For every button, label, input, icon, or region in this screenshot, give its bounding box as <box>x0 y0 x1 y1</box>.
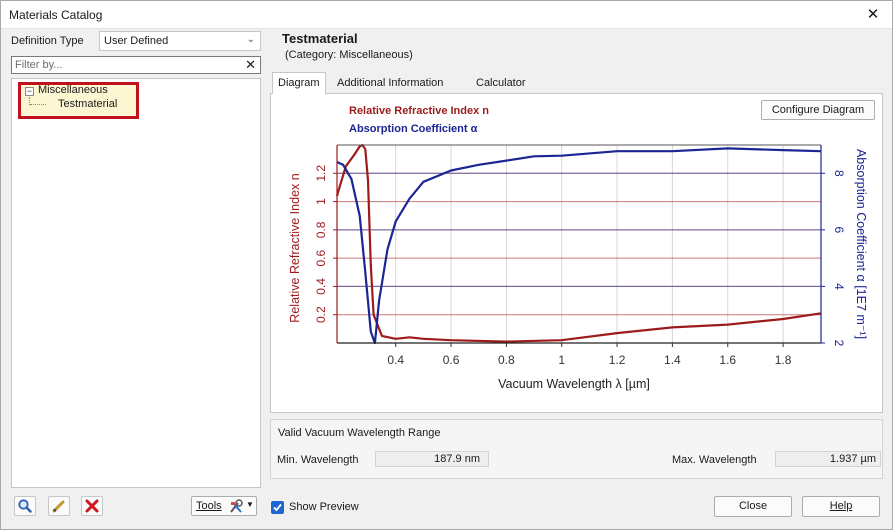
help-button[interactable]: Help <box>802 496 880 517</box>
tab-calculator[interactable]: Calculator <box>476 77 526 89</box>
diagram-panel <box>270 93 883 413</box>
tree-connector <box>29 97 30 105</box>
min-wavelength-label: Min. Wavelength <box>277 454 359 466</box>
checkmark-icon <box>273 503 282 512</box>
y-left-tick-label: 0.4 <box>314 278 328 295</box>
filter-box: ✕ <box>11 56 261 74</box>
filter-input[interactable] <box>15 58 235 72</box>
search-button[interactable] <box>14 496 36 516</box>
x-tick-label: 0.6 <box>443 353 460 367</box>
chart-axes: 0.4 0.6 0.8 1 1.2 1.4 1.6 1.8 0.2 0.4 0.6 0.8 1 1.2 2 4… <box>314 144 846 367</box>
tools-label: Tools <box>196 500 222 512</box>
tab-additional-information[interactable]: Additional Information <box>337 77 444 89</box>
tools-icon <box>230 499 243 513</box>
x-tick-label: 1.8 <box>775 353 792 367</box>
x-tick-label: 1.4 <box>664 353 681 367</box>
configure-diagram-button[interactable]: Configure Diagram <box>761 100 875 120</box>
max-wavelength-value: 1.937 µm <box>775 451 881 467</box>
dropdown-arrow-icon: ▼ <box>246 500 254 509</box>
delete-x-icon <box>85 499 99 513</box>
show-preview-checkbox[interactable] <box>271 501 284 514</box>
tab-diagram[interactable]: Diagram <box>272 72 326 94</box>
x-tick-label: 1.2 <box>609 353 626 367</box>
max-wavelength-label: Max. Wavelength <box>672 454 757 466</box>
y-left-tick-label: 1 <box>314 198 328 205</box>
edit-button[interactable] <box>48 496 70 516</box>
tools-button[interactable]: Tools ▼ <box>191 496 257 516</box>
y-axis-left-label: Relative Refractive Index n <box>288 173 302 322</box>
search-icon <box>18 499 32 513</box>
chart-lines <box>335 143 822 345</box>
legend-absorption: Absorption Coefficient α <box>349 123 478 135</box>
tree-highlight-box <box>18 82 139 119</box>
y-right-tick-label: 4 <box>832 283 846 290</box>
y-left-tick-label: 0.2 <box>314 306 328 323</box>
chart-grid <box>337 145 821 344</box>
collapse-icon[interactable]: − <box>25 86 34 96</box>
x-axis-label: Vacuum Wavelength λ [µm] <box>498 377 650 391</box>
definition-type-value: User Defined <box>104 35 169 47</box>
material-category: (Category: Miscellaneous) <box>285 49 413 61</box>
y-right-tick-label: 2 <box>832 340 846 347</box>
definition-type-label: Definition Type <box>11 35 84 47</box>
x-tick-label: 1 <box>558 353 565 367</box>
show-preview-label: Show Preview <box>289 501 359 513</box>
absorption-coefficient-line <box>336 147 822 345</box>
tree-item-testmaterial[interactable]: Testmaterial <box>58 98 118 110</box>
min-wavelength-value: 187.9 nm <box>375 451 489 467</box>
y-left-tick-label: 0.6 <box>314 249 328 266</box>
y-right-tick-label: 8 <box>832 170 846 177</box>
delete-button[interactable] <box>81 496 103 516</box>
legend-refractive-index: Relative Refractive Index n <box>349 105 490 117</box>
close-window-icon[interactable]: ✕ <box>866 6 880 23</box>
material-tree: − Miscellaneous Testmaterial <box>11 78 261 488</box>
tree-category-miscellaneous[interactable]: Miscellaneous <box>38 84 108 96</box>
definition-type-select[interactable]: User Defined ⌄ <box>99 31 261 51</box>
title-bar: Materials Catalog ✕ <box>1 1 892 29</box>
wavelength-range-group <box>270 419 883 479</box>
material-title: Testmaterial <box>282 31 358 46</box>
y-right-tick-label: 6 <box>832 227 846 234</box>
window-title: Materials Catalog <box>9 8 103 22</box>
y-axis-right-label: Absorption Coefficient α [1E7 m⁻¹] <box>854 149 868 339</box>
x-tick-label: 0.8 <box>498 353 515 367</box>
y-left-tick-label: 0.8 <box>314 221 328 238</box>
x-tick-label: 1.6 <box>719 353 736 367</box>
x-tick-label: 0.4 <box>387 353 404 367</box>
y-left-tick-label: 1.2 <box>314 165 328 182</box>
clear-filter-icon[interactable]: ✕ <box>245 57 256 72</box>
refractive-index-line <box>335 143 822 343</box>
edit-pencil-icon <box>52 500 65 513</box>
close-button[interactable]: Close <box>714 496 792 517</box>
range-title: Valid Vacuum Wavelength Range <box>278 427 441 439</box>
chevron-down-icon: ⌄ <box>246 34 255 45</box>
tree-connector <box>30 104 46 105</box>
